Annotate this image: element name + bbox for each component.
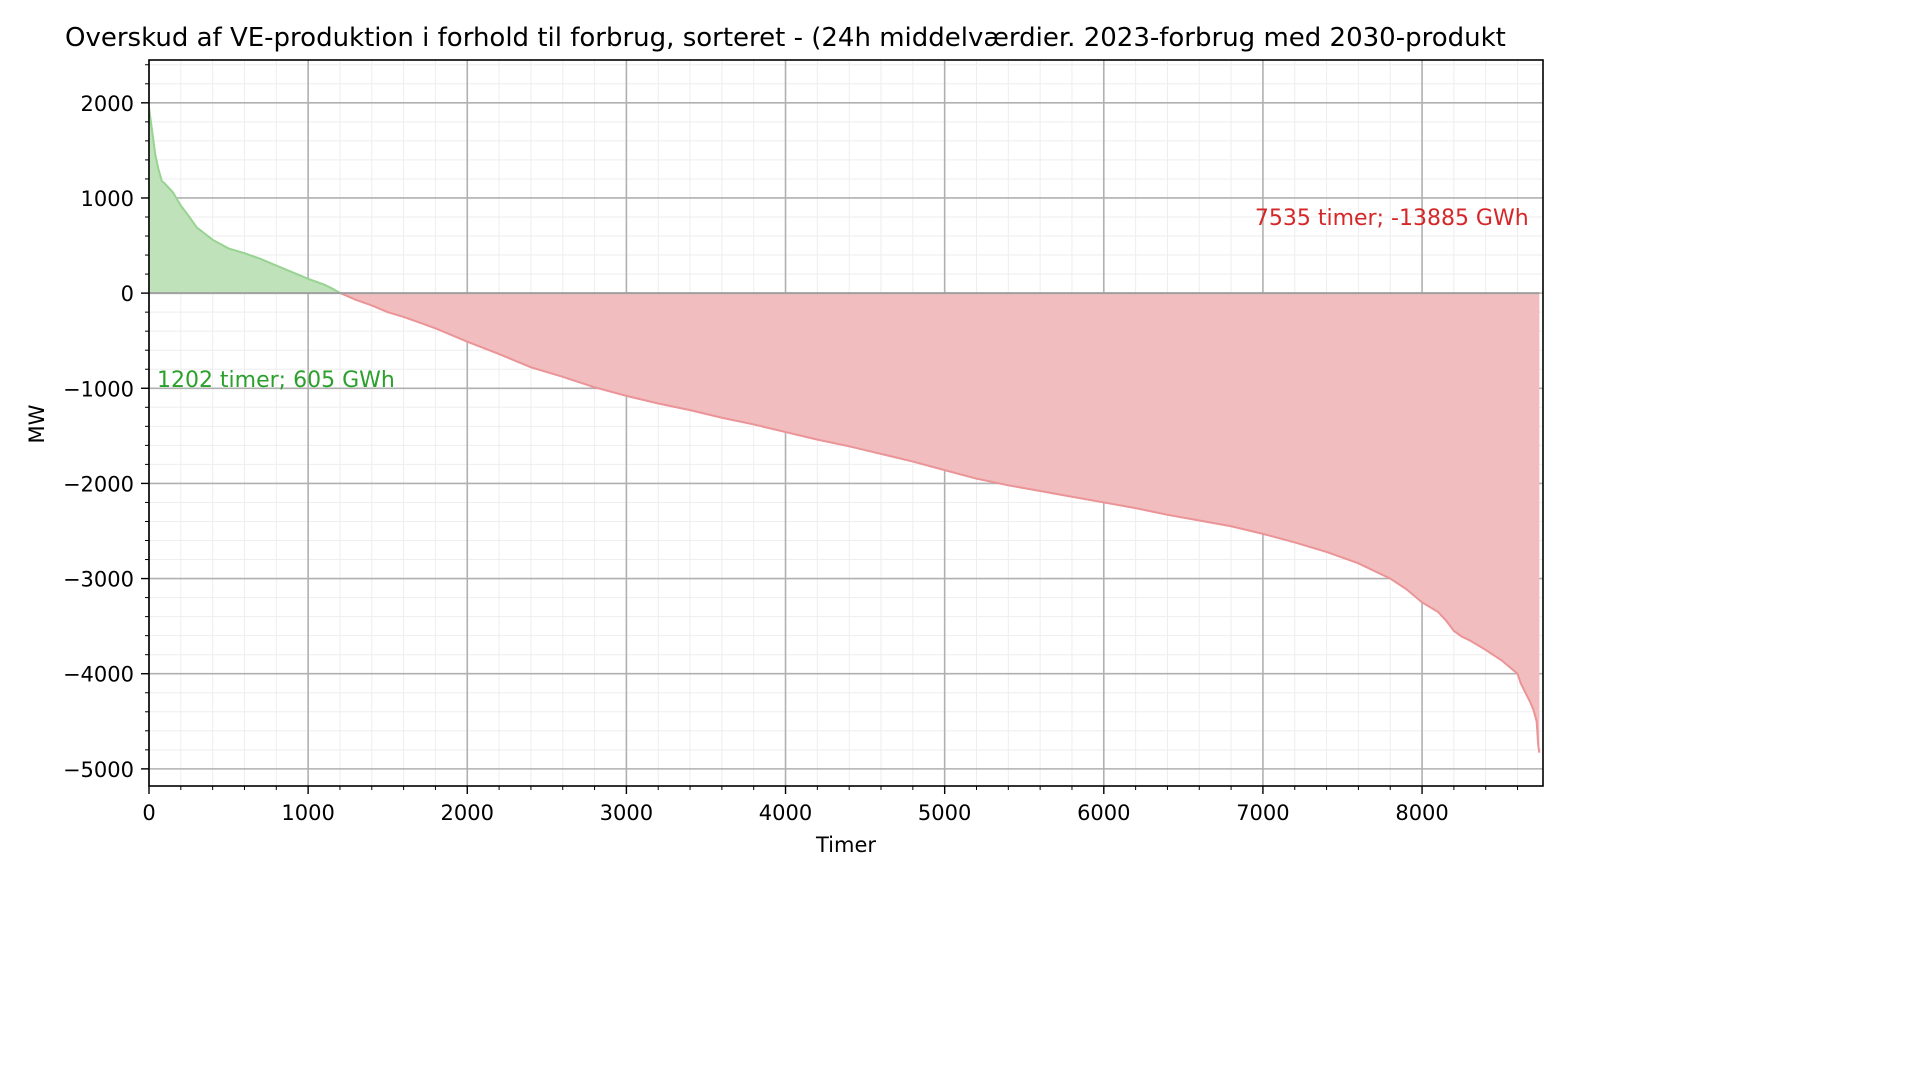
chart-svg: Overskud af VE-produktion i forhold til … — [25, 23, 1544, 857]
y-tick-label: −4000 — [63, 663, 134, 687]
y-tick-label: −2000 — [63, 472, 134, 496]
y-tick-label: 0 — [121, 282, 134, 306]
x-tick-label: 0 — [142, 801, 155, 825]
y-tick-label: 1000 — [81, 187, 134, 211]
plot-area: 0 1000 2000 3000 4000 5000 6000 7000 8000 2000 100… — [63, 59, 1544, 825]
axes-frame — [148, 59, 1544, 787]
surplus-area — [149, 107, 341, 294]
x-tick-label: 4000 — [759, 801, 812, 825]
chart-root: Overskud af VE-produktion i forhold til … — [25, 23, 1544, 857]
x-tick-label: 2000 — [441, 801, 494, 825]
x-tick-label: 7000 — [1236, 801, 1289, 825]
y-tick-label: 2000 — [81, 92, 134, 116]
surplus-line — [148, 107, 341, 294]
deficit-annotation: 7535 timer; -13885 GWh — [1255, 206, 1529, 231]
y-axis-label: MW — [25, 404, 49, 443]
x-tick-label: 6000 — [1077, 801, 1130, 825]
x-tick-label: 8000 — [1395, 801, 1448, 825]
deficit-line — [339, 292, 1541, 753]
y-tick-label: −3000 — [63, 568, 134, 592]
chart-title: Overskud af VE-produktion i forhold til … — [65, 23, 1506, 53]
x-tick-label: 1000 — [281, 801, 334, 825]
x-tick-label: 5000 — [918, 801, 971, 825]
surplus-annotation: 1202 timer; 605 GWh — [157, 368, 395, 393]
y-tick-label: −1000 — [63, 377, 134, 401]
x-tick-label: 3000 — [600, 801, 653, 825]
deficit-area — [340, 293, 1540, 753]
y-tick-label: −5000 — [63, 758, 134, 782]
x-axis-label: Timer — [815, 833, 876, 857]
